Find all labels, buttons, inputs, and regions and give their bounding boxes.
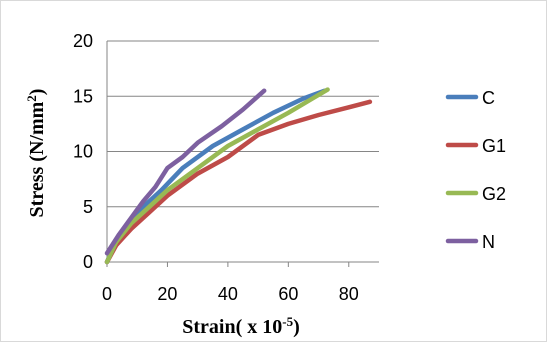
axes [106, 41, 379, 267]
legend-label-g2: G2 [482, 184, 506, 204]
x-tick-label: 60 [278, 284, 298, 304]
gridlines [107, 40, 379, 263]
series-lines [104, 87, 373, 265]
series-line-g1 [104, 99, 373, 265]
x-tick-label: 20 [157, 284, 177, 304]
legend-label-g1: G1 [482, 136, 506, 156]
x-axis-title-tail: ) [293, 316, 300, 338]
y-tick-label: 10 [73, 142, 93, 162]
y-tick-label: 20 [73, 31, 93, 51]
legend-label-n: N [482, 232, 495, 252]
y-axis-title-tail: ) [26, 89, 48, 96]
x-tick-label: 80 [339, 284, 359, 304]
x-axis-title: Strain( x 10-5) [182, 314, 300, 339]
legend: C G1 G2 N [445, 88, 506, 252]
tick-labels: 0 5 10 15 20 0 20 40 60 80 [73, 31, 359, 304]
x-axis-title-sup: -5 [282, 314, 293, 329]
y-axis-title-main: Stress (N/mm [26, 101, 48, 217]
y-axis-title-sup: 2 [24, 95, 39, 102]
y-axis-title: Stress (N/mm2) [24, 89, 49, 218]
series-line-c [104, 88, 327, 265]
x-tick-label: 0 [102, 284, 112, 304]
series-line-g2 [104, 87, 330, 265]
x-tick-label: 40 [218, 284, 238, 304]
x-axis-title-main: Strain( x 10 [182, 316, 282, 338]
legend-label-c: C [482, 88, 495, 108]
y-tick-label: 0 [83, 252, 93, 272]
y-tick-label: 5 [83, 197, 93, 217]
y-tick-label: 15 [73, 86, 93, 106]
series-line-n [104, 88, 267, 256]
